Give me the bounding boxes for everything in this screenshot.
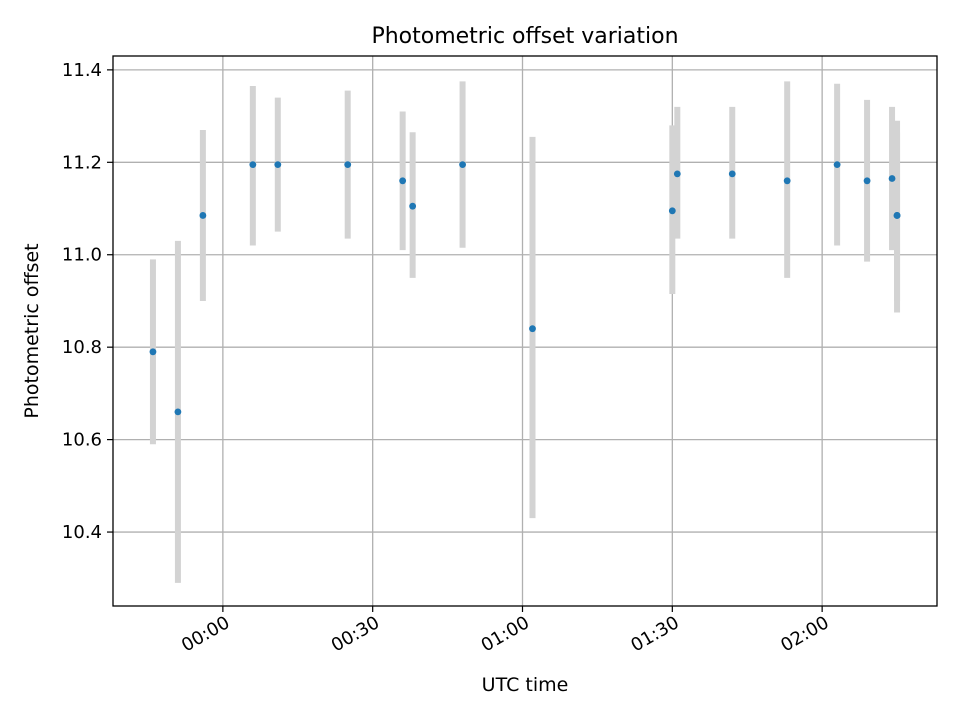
errorbar-layer (149, 81, 901, 583)
y-tick-label: 11.2 (62, 152, 102, 173)
data-point (199, 212, 207, 219)
data-point (149, 348, 157, 356)
data-point (893, 212, 901, 219)
data-point (728, 170, 736, 178)
data-point (888, 175, 896, 182)
point-layer (149, 161, 901, 416)
data-point (249, 161, 257, 169)
x-tick-label: 00:00 (178, 612, 233, 656)
y-tick-label: 10.6 (62, 430, 102, 451)
y-tick-label: 11.0 (62, 245, 102, 266)
data-point (668, 207, 676, 215)
x-tick-label: 01:00 (478, 612, 533, 656)
data-point (783, 177, 791, 185)
data-point (529, 325, 536, 333)
data-point (344, 161, 352, 169)
y-tick-label: 10.8 (62, 337, 102, 358)
x-tick-label: 01:30 (627, 612, 682, 656)
x-tick-label: 02:00 (777, 612, 832, 656)
data-point (409, 202, 417, 210)
data-point (459, 161, 466, 169)
y-tick-label: 11.4 (62, 60, 102, 81)
data-point (174, 408, 182, 416)
data-point (274, 161, 282, 169)
data-point (863, 177, 871, 185)
plot-frame (112, 55, 938, 607)
data-point (399, 177, 407, 185)
chart-title: Photometric offset variation (371, 24, 678, 49)
x-axis-label: UTC time (482, 674, 569, 696)
grid-layer (113, 56, 937, 606)
y-tick-label: 10.4 (62, 522, 102, 543)
data-point (833, 161, 841, 169)
x-tick-label: 00:30 (328, 612, 383, 656)
data-point (673, 170, 681, 178)
y-axis-label: Photometric offset (21, 243, 43, 418)
